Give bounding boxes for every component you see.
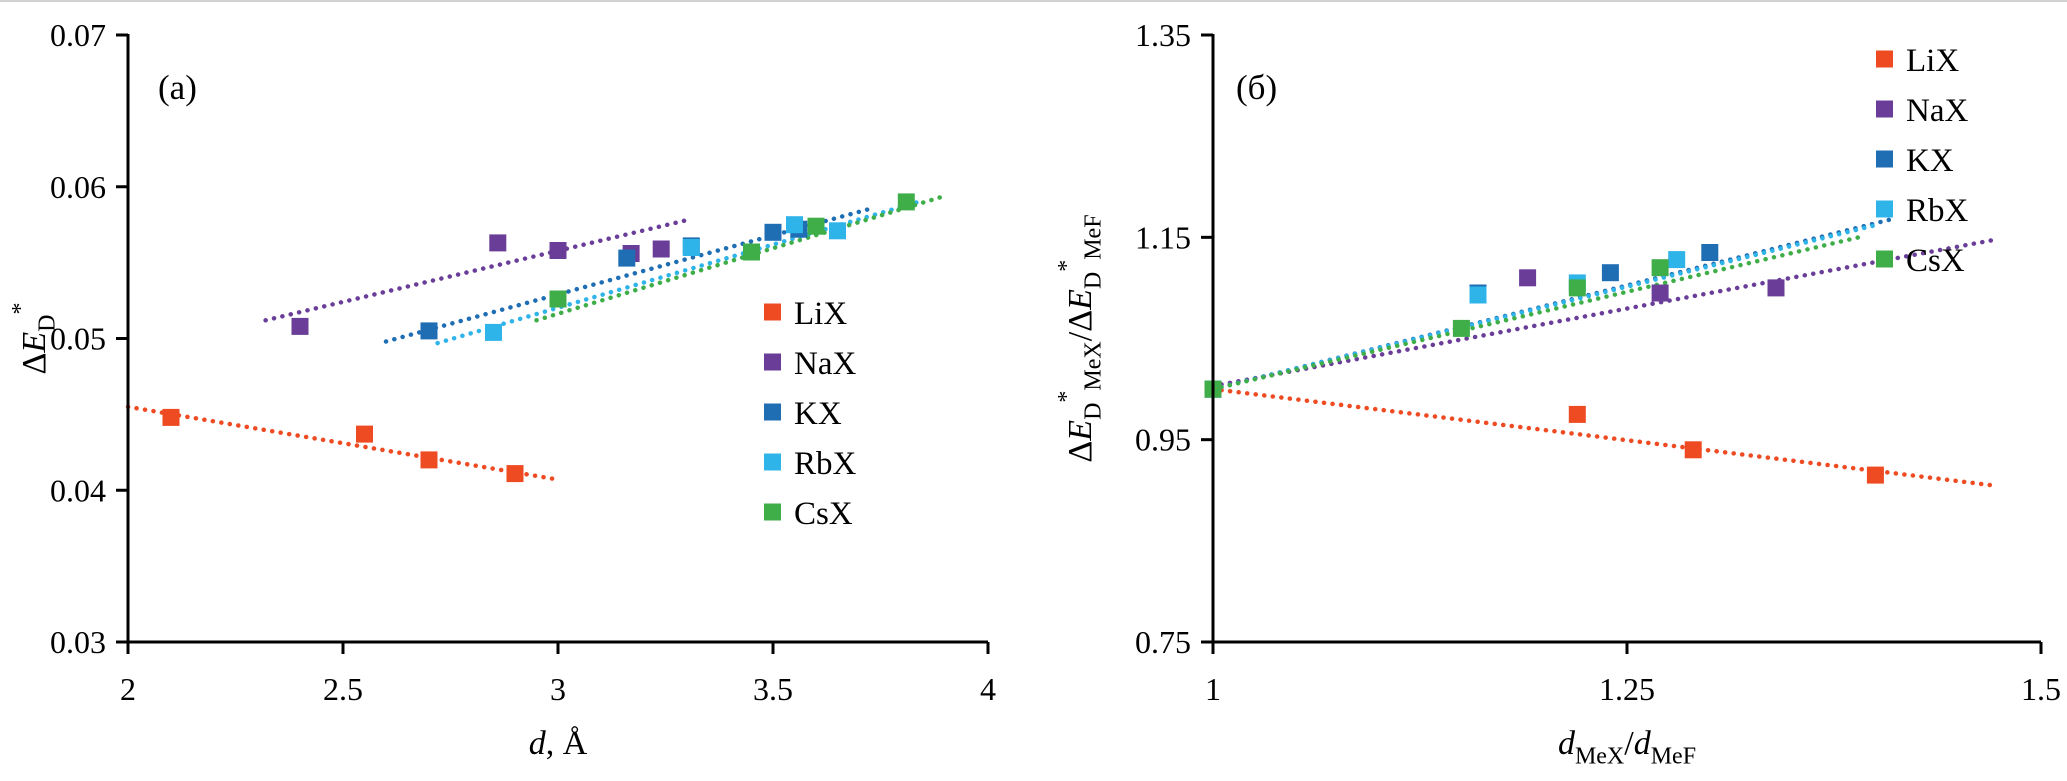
chart-a-canvas: 0.03 0.04 0.05 0.06 0.07 2 2.5 3 3.5 4 d, Å ΔED* (a)… (8, 17, 996, 762)
trendline-CsX (534, 193, 948, 323)
legend-swatch-RbX (764, 453, 781, 471)
legend-label-CsX: CsX (1906, 243, 1965, 279)
y-tick-label: 1.15 (1135, 219, 1191, 255)
data-point-LiX (162, 408, 180, 426)
legend-swatch-KX (764, 403, 781, 421)
data-point-KX (618, 249, 636, 267)
y-tick-label: 0.03 (50, 624, 106, 660)
data-point-NaX (652, 240, 670, 258)
data-point-CsX (807, 217, 825, 235)
y-tick-label: 0.05 (50, 321, 106, 357)
data-point-LiX (506, 465, 524, 483)
chart-panel-b: 0.75 0.95 1.15 1.35 1 1.25 1.5 dMeX/dMeF ΔED*MeX… (1033, 2, 2067, 779)
data-point-CsX (549, 290, 567, 308)
trendline-LiX (125, 404, 561, 482)
data-point-NaX (489, 234, 507, 252)
legend-label-NaX: NaX (794, 346, 856, 382)
legend-swatch-NaX (764, 353, 781, 371)
chart-b-canvas: 0.75 0.95 1.15 1.35 1 1.25 1.5 dMeX/dMeF ΔED*MeX… (1054, 17, 2061, 770)
legend-swatch-CsX (764, 503, 781, 521)
data-point-RbX (1668, 251, 1686, 269)
x-tick-label: 3.5 (753, 671, 793, 707)
legend-label-LiX: LiX (794, 296, 847, 332)
legend-label-CsX: CsX (794, 496, 853, 532)
data-point-RbX (1469, 286, 1487, 304)
data-point-KX (764, 223, 782, 241)
legend-label-NaX: NaX (1906, 93, 1968, 129)
legend-swatch-RbX (1876, 200, 1893, 218)
trendline-KX (383, 207, 870, 344)
legend-label-LiX: LiX (1906, 43, 1959, 79)
data-point-KX (1701, 244, 1719, 261)
y-tick-label: 0.04 (50, 472, 106, 508)
x-tick-label: 1.5 (2021, 671, 2061, 707)
data-point-RbX (829, 222, 846, 240)
x-axis-title: dMeX/dMeF (1558, 725, 1696, 770)
y-axis-title: ΔED* (8, 303, 61, 375)
trendline-RbX (1210, 222, 1878, 392)
legend-swatch-CsX (1876, 250, 1893, 268)
data-point-LiX (1866, 466, 1884, 484)
y-tick-label: 0.75 (1135, 624, 1191, 660)
data-point-NaX (1519, 269, 1537, 287)
legend-label-RbX: RbX (1906, 193, 1969, 229)
data-point-KX (1601, 264, 1619, 282)
trendline-RbX (435, 198, 926, 346)
y-tick-label: 0.95 (1135, 422, 1191, 458)
data-point-CsX (743, 243, 760, 261)
trendline-LiX (1210, 386, 1994, 488)
y-tick-label: 0.06 (50, 169, 106, 205)
legend-label-RbX: RbX (794, 446, 857, 482)
y-axis-title: ΔED*MeX/ΔED*MeF (1054, 214, 1107, 462)
legend-label-KX: KX (794, 396, 842, 432)
y-tick-label: 1.35 (1135, 17, 1191, 53)
x-axis-title: d, Å (529, 725, 588, 762)
trendline-NaX (263, 217, 690, 323)
data-point-CsX (1452, 319, 1470, 337)
data-point-KX (420, 322, 438, 340)
data-point-CsX (897, 193, 915, 211)
legend-swatch-LiX (764, 303, 781, 321)
data-point-LiX (1568, 405, 1586, 423)
x-tick-label: 3 (550, 671, 566, 707)
legend-swatch-NaX (1876, 100, 1893, 118)
chart-panel-a: 0.03 0.04 0.05 0.06 0.07 2 2.5 3 3.5 4 d, Å ΔED* (a)… (0, 2, 1033, 779)
x-tick-label: 2 (120, 671, 136, 707)
data-point-LiX (356, 425, 373, 443)
y-tick-label: 0.07 (50, 17, 106, 53)
trendline-CsX (1210, 235, 1862, 392)
legend-label-KX: KX (1906, 143, 1954, 179)
data-point-LiX (420, 451, 438, 469)
x-tick-label: 1 (1205, 671, 1221, 707)
panel-label: (б) (1236, 68, 1277, 107)
data-point-NaX (549, 242, 567, 259)
data-point-CsX (1568, 279, 1586, 297)
x-tick-label: 2.5 (323, 671, 363, 707)
trendline-NaX (1210, 238, 1994, 389)
data-point-NaX (291, 317, 309, 335)
data-point-RbX (786, 216, 803, 234)
data-point-CsX (1651, 259, 1669, 277)
data-point-NaX (1651, 284, 1669, 302)
legend-swatch-LiX (1876, 50, 1893, 68)
x-tick-label: 1.25 (1599, 671, 1655, 707)
x-tick-label: 4 (980, 671, 996, 707)
data-point-RbX (682, 239, 700, 256)
legend-swatch-KX (1876, 150, 1893, 168)
data-point-NaX (1767, 279, 1785, 297)
data-point-RbX (485, 323, 502, 341)
panel-label: (a) (158, 68, 197, 107)
data-point-LiX (1684, 441, 1702, 459)
